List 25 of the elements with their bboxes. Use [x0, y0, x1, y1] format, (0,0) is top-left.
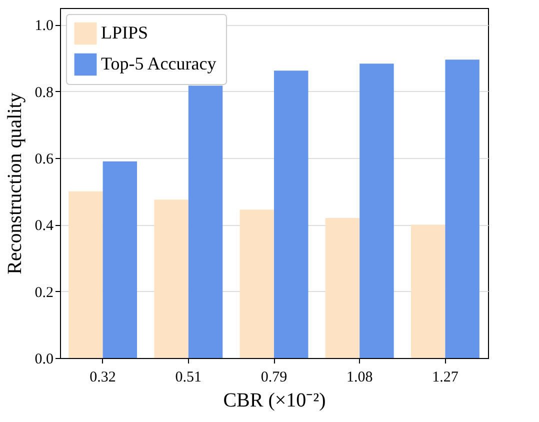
bar — [445, 60, 480, 358]
x-tick-label: 0.79 — [260, 370, 288, 386]
bar — [360, 64, 394, 358]
bar — [240, 210, 274, 358]
x-tick-label: 0.32 — [90, 370, 116, 386]
legend-label: LPIPS — [101, 22, 148, 42]
y-tick-label: 1.0 — [34, 18, 54, 34]
bar — [102, 161, 138, 358]
bar — [68, 191, 103, 358]
bar — [188, 86, 223, 358]
x-axis-title: CBR (×10⁻²) — [223, 390, 326, 412]
y-tick-label: 0.2 — [34, 284, 54, 301]
x-tick-label: 1.08 — [346, 370, 373, 386]
x-tick-label: 0.51 — [175, 370, 202, 386]
y-axis-title: Reconstruction quality — [4, 92, 26, 274]
bar — [274, 70, 308, 358]
y-tick-label: 0.4 — [34, 218, 54, 234]
y-tick-label: 0.8 — [34, 84, 54, 101]
bar — [154, 200, 188, 358]
bar — [325, 218, 360, 358]
x-tick-label: 1.27 — [432, 370, 459, 386]
y-tick-label: 0.0 — [34, 352, 54, 368]
bar — [410, 224, 446, 358]
legend-label: Top-5 Accuracy — [101, 54, 216, 74]
y-tick-label: 0.6 — [34, 152, 54, 168]
